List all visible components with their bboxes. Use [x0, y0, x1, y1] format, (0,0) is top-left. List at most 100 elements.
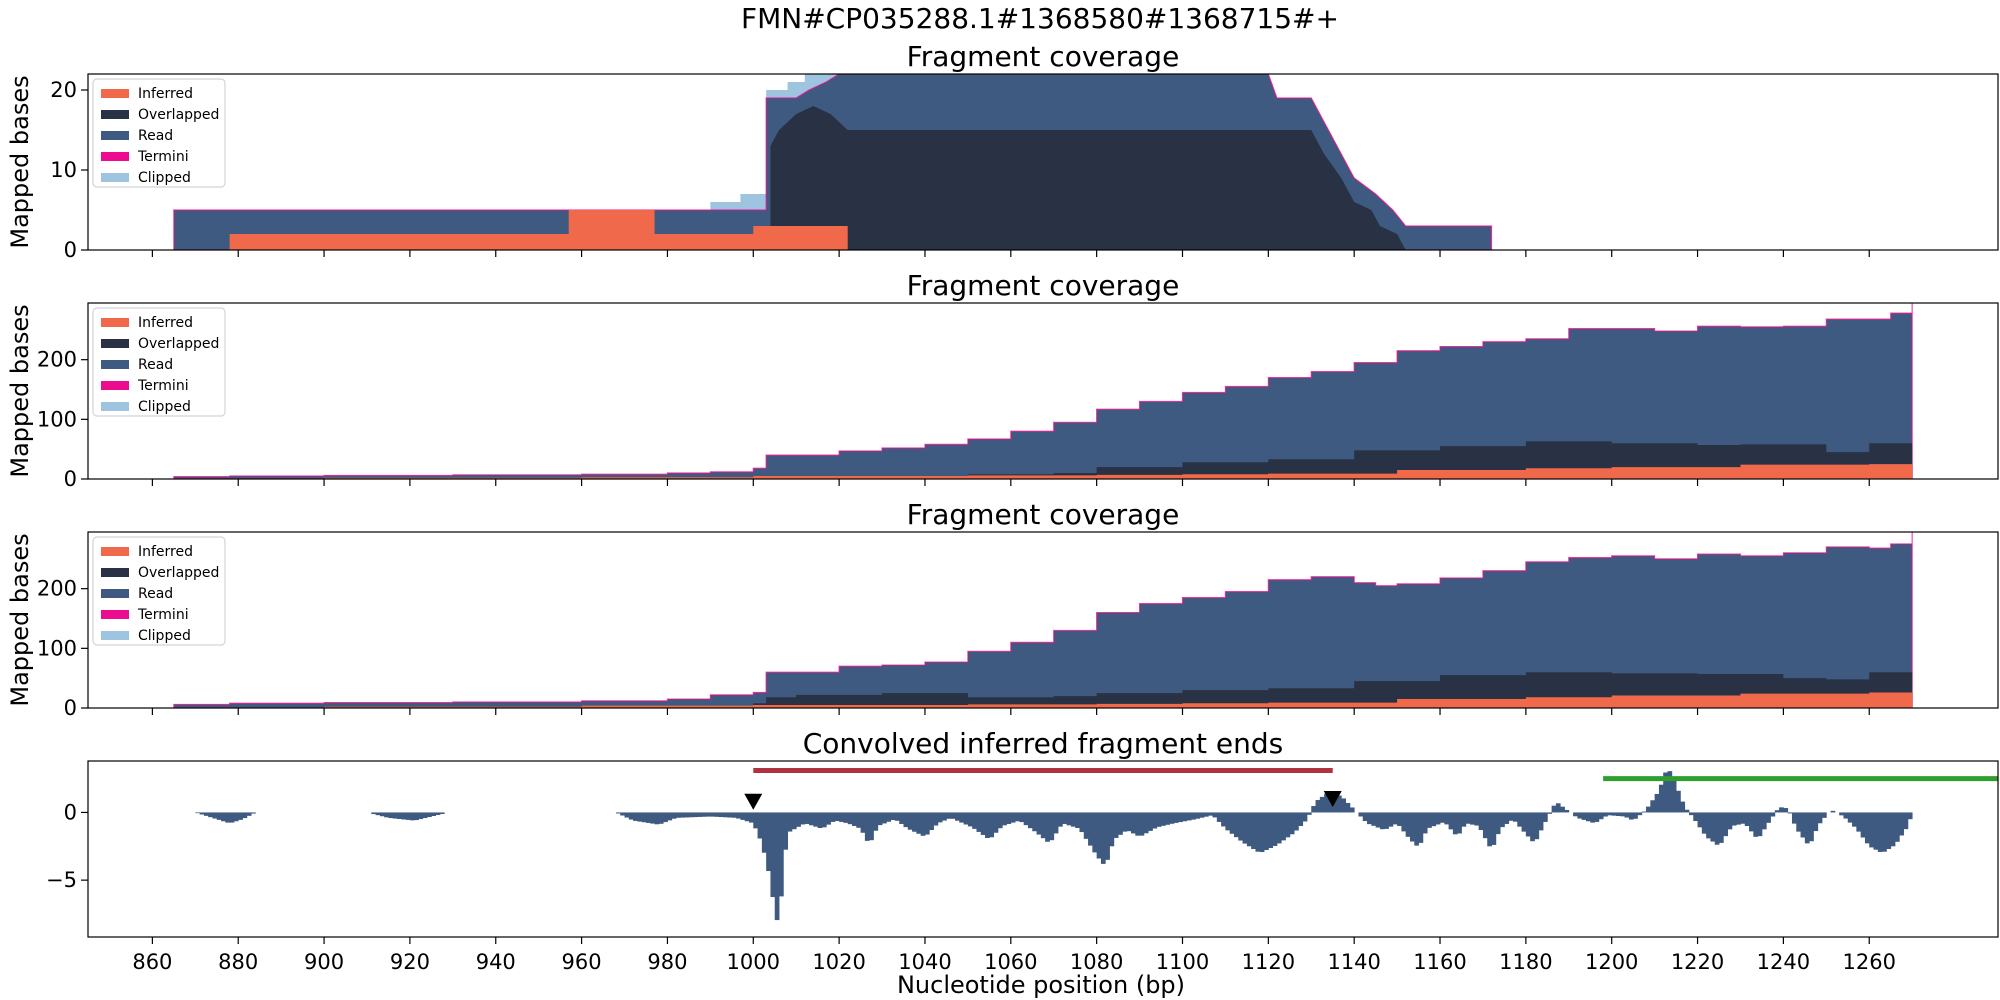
- conv-bar: [1770, 812, 1776, 817]
- conv-bar: [723, 812, 728, 818]
- panel-title: Convolved inferred fragment ends: [803, 727, 1284, 760]
- x-tick-label: 1260: [1843, 950, 1896, 974]
- conv-bar: [976, 812, 982, 832]
- conv-bar: [1234, 812, 1239, 838]
- conv-bar: [1676, 790, 1681, 813]
- conv-bar: [1654, 793, 1660, 813]
- conv-bar: [1517, 812, 1522, 827]
- conv-bar: [1577, 812, 1583, 819]
- conv-bar: [1298, 812, 1304, 826]
- conv-bar: [1723, 812, 1728, 837]
- conv-bar: [195, 812, 200, 814]
- plot-area: [173, 303, 1913, 479]
- conv-bar: [839, 812, 844, 822]
- conv-bar: [1603, 812, 1608, 817]
- conv-bar: [1774, 810, 1780, 813]
- conv-bar: [397, 812, 402, 819]
- conv-bar: [1435, 812, 1441, 825]
- conv-bar: [384, 812, 389, 818]
- conv-bar: [405, 812, 411, 820]
- conv-bar: [1864, 812, 1870, 844]
- conv-bar: [1809, 812, 1814, 842]
- conv-bar: [937, 812, 943, 823]
- conv-bar: [1409, 812, 1415, 842]
- conv-bar: [1122, 812, 1128, 832]
- conv-bar: [697, 812, 703, 817]
- conv-bar: [1581, 812, 1587, 820]
- series-read: [173, 532, 1913, 708]
- conv-bar: [1560, 806, 1565, 813]
- marker-triangle: [744, 793, 763, 810]
- conv-bar: [1796, 812, 1801, 832]
- legend-label-termini: Termini: [137, 149, 189, 165]
- legend-swatch-overlapped: [101, 568, 129, 577]
- conv-bar: [1886, 812, 1892, 849]
- conv-bar: [1907, 812, 1913, 820]
- panel-title: Fragment coverage: [907, 40, 1180, 73]
- conv-bar: [1620, 812, 1625, 817]
- conv-bar: [1628, 812, 1634, 820]
- conv-bar: [1032, 812, 1037, 832]
- legend-swatch-termini: [101, 152, 129, 161]
- conv-bar: [375, 812, 381, 816]
- conv-bar: [1899, 812, 1904, 836]
- conv-bar: [873, 812, 879, 831]
- conv-bar: [1045, 812, 1050, 842]
- conv-bar: [950, 812, 956, 819]
- conv-bar: [748, 812, 754, 823]
- conv-bar: [942, 812, 947, 821]
- x-tick-label: 860: [132, 950, 172, 974]
- conv-bar: [1109, 812, 1115, 847]
- conv-bar: [1118, 812, 1123, 835]
- conv-bar: [1285, 812, 1291, 838]
- series-inferred: [229, 210, 848, 250]
- conv-bar: [1465, 812, 1471, 824]
- conv-bar: [439, 812, 445, 814]
- conv-bar: [1319, 796, 1325, 813]
- conv-bar: [1753, 812, 1759, 837]
- conv-bar: [955, 812, 960, 821]
- conv-bar: [1650, 800, 1656, 813]
- x-tick-label: 940: [476, 950, 516, 974]
- conv-bar: [199, 812, 205, 815]
- conv-bar: [1500, 812, 1505, 828]
- conv-bar: [1667, 771, 1673, 813]
- conv-bar: [1813, 812, 1819, 832]
- conv-bar: [1375, 812, 1381, 828]
- conv-bar: [1444, 812, 1450, 825]
- conv-bar: [1457, 812, 1462, 834]
- conv-bar: [1894, 812, 1900, 842]
- conv-bar: [1860, 812, 1866, 838]
- conv-bar: [864, 812, 870, 841]
- x-tick-label: 1000: [727, 950, 780, 974]
- conv-bar: [212, 812, 218, 819]
- legend-swatch-termini: [101, 381, 129, 390]
- conv-bar: [1701, 812, 1707, 834]
- conv-bar: [740, 812, 746, 820]
- conv-bar: [1877, 812, 1883, 852]
- conv-bar: [882, 812, 887, 824]
- y-tick-label: 100: [37, 407, 77, 431]
- conv-bar: [1852, 812, 1857, 827]
- conv-bar: [903, 812, 909, 828]
- conv-bar: [1208, 812, 1213, 816]
- conv-bar: [1152, 812, 1158, 829]
- conv-bar: [736, 812, 741, 819]
- conv-bar: [1482, 812, 1488, 839]
- conv-bar: [1002, 812, 1007, 826]
- conv-bar: [1525, 812, 1531, 837]
- conv-bar: [1680, 801, 1686, 813]
- conv-bar: [1010, 812, 1016, 823]
- conv-bar: [1633, 812, 1638, 819]
- conv-bar: [1036, 812, 1042, 835]
- conv-bar: [1461, 812, 1467, 827]
- conv-bar: [1015, 812, 1020, 822]
- conv-bar: [401, 812, 407, 820]
- legend: Inferred Overlapped Read Termini Clipped: [92, 536, 226, 646]
- conv-bar: [813, 812, 819, 827]
- conv-bar: [229, 812, 235, 823]
- conv-bar: [1693, 812, 1698, 822]
- legend-label-overlapped: Overlapped: [138, 107, 219, 123]
- conv-bar: [843, 812, 849, 823]
